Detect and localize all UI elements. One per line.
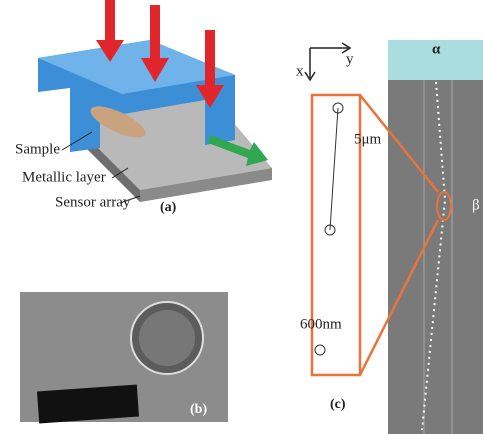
scale-line: [330, 108, 338, 230]
figure: Sample Metallic layer Sensor array (a) (…: [0, 0, 483, 434]
label: Sample: [15, 141, 60, 157]
dot: [315, 345, 325, 355]
axes-icon: [305, 43, 350, 80]
marker-label: β: [472, 197, 480, 213]
label: Sensor array: [55, 194, 131, 210]
axis-label: y: [346, 51, 354, 67]
panel-tag: (b): [190, 402, 207, 417]
axis-label: x: [296, 63, 304, 79]
panel-b: (b): [20, 292, 228, 423]
panel-c: x y 5μm 600nm α β (c): [296, 40, 483, 434]
marker-label: α: [432, 41, 441, 57]
micrograph: [388, 40, 483, 434]
label: Metallic layer: [22, 169, 106, 185]
coin-face: [139, 310, 195, 366]
panel-tag: (a): [160, 200, 177, 215]
panel-a: Sample Metallic layer Sensor array (a): [15, 0, 272, 215]
panel-tag: (c): [330, 397, 346, 412]
scale-label: 600nm: [300, 316, 342, 332]
scale-label: 5μm: [354, 131, 382, 147]
